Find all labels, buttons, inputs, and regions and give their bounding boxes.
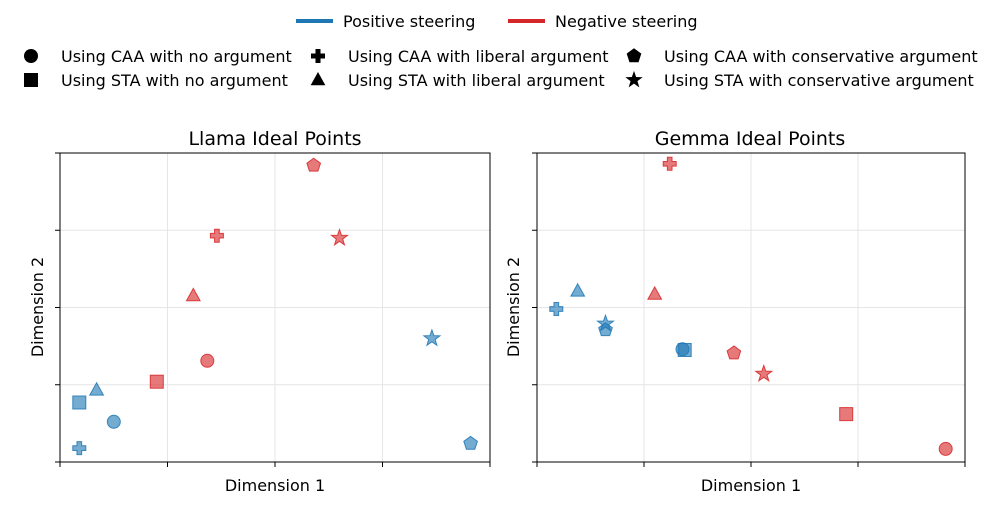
- point-negative-caa-conservative: [306, 157, 322, 172]
- data-points: [549, 156, 953, 456]
- point-negative-sta-none: [839, 407, 854, 422]
- legend-marker-label: Using CAA with conservative argument: [664, 47, 978, 66]
- point-positive-sta-conservative: [422, 328, 442, 347]
- point-negative-caa-liberal: [662, 156, 677, 171]
- legend-triangle-icon: [310, 71, 326, 86]
- gemma-chart: Gemma Ideal Points Dimension 1 Dimension…: [504, 128, 966, 495]
- point-positive-caa-liberal: [549, 302, 564, 316]
- legend-marker-label: Using STA with liberal argument: [348, 71, 605, 90]
- axis-ticks: [532, 152, 966, 467]
- point-negative-sta-none: [149, 374, 164, 389]
- point-positive-caa-liberal: [72, 441, 87, 456]
- legend-plus-icon: [311, 49, 325, 63]
- x-axis-label: Dimension 1: [225, 476, 325, 495]
- point-negative-caa-liberal: [209, 228, 224, 243]
- point-positive-sta-conservative: [596, 313, 615, 332]
- legend-marker-label: Using CAA with no argument: [61, 47, 292, 66]
- point-negative-caa-conservative: [726, 345, 742, 360]
- legend-star-icon: [625, 70, 643, 88]
- y-axis-label: Dimension 2: [504, 257, 523, 357]
- grid: [537, 153, 965, 462]
- legend-marker-label: Using STA with no argument: [61, 71, 288, 90]
- marker-legend: Using CAA with no argument Using CAA wit…: [24, 47, 978, 90]
- data-points: [72, 157, 478, 456]
- axis-ticks: [55, 152, 491, 467]
- legend-marker-label: Using STA with conservative argument: [664, 71, 974, 90]
- point-positive-sta-none: [677, 343, 692, 357]
- point-negative-sta-conservative: [330, 228, 349, 247]
- legend-circle-icon: [24, 49, 38, 63]
- y-axis-label: Dimension 2: [28, 257, 47, 357]
- point-negative-caa-none: [200, 353, 215, 368]
- grid: [60, 153, 490, 462]
- legend-square-icon: [24, 73, 38, 87]
- legend-pentagon-icon: [626, 48, 642, 63]
- point-negative-sta-conservative: [754, 363, 774, 382]
- point-negative-sta-liberal: [647, 285, 663, 300]
- x-axis-label: Dimension 1: [701, 476, 801, 495]
- point-negative-caa-none: [938, 441, 953, 456]
- point-positive-caa-none: [106, 414, 121, 429]
- point-positive-caa-conservative: [463, 435, 478, 450]
- chart-title: Llama Ideal Points: [188, 128, 361, 150]
- color-legend: Positive steering Negative steering: [296, 12, 698, 31]
- chart-title: Gemma Ideal Points: [655, 128, 846, 150]
- point-positive-sta-none: [72, 395, 87, 410]
- point-positive-sta-liberal: [88, 381, 105, 396]
- point-positive-sta-liberal: [570, 282, 586, 297]
- legend-marker-label: Using CAA with liberal argument: [348, 47, 609, 66]
- llama-chart: Llama Ideal Points Dimension 1 Dimension…: [28, 128, 491, 495]
- legend-label-negative: Negative steering: [555, 12, 698, 31]
- legend-label-positive: Positive steering: [343, 12, 475, 31]
- point-negative-sta-liberal: [185, 287, 201, 302]
